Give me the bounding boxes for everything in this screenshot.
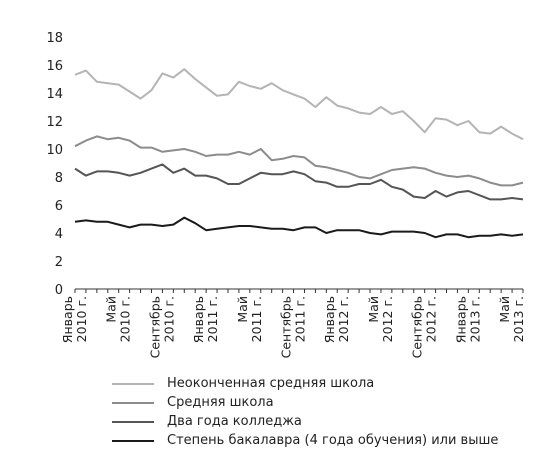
x-tick-label: Сентябрь2012 г. [410,296,439,358]
x-tick-label-line2: 2012 г. [380,296,395,342]
x-tick-label: Январь2011 г. [191,296,220,343]
legend-swatch-series-3 [112,420,154,423]
y-tick-label-10: 10 [46,143,63,158]
y-tick-label-2: 2 [55,255,63,270]
legend-label-series-3: Два года колледжа [167,414,302,429]
y-tick-label-16: 16 [46,59,63,74]
x-tick-label-line2: 2013 г. [511,296,526,342]
legend-swatch-series-1 [112,382,154,385]
x-tick-label-line2: 2010 г. [161,296,176,342]
x-tick-label: Январь2013 г. [453,296,482,343]
legend-label-series-2: Средняя школа [167,395,274,410]
x-tick-label: Январь2010 г. [60,296,89,343]
x-tick-label-line1: Май [497,296,512,323]
legend-item-series-3: Два года колледжа [112,412,498,431]
legend-swatch-series-2 [112,401,154,404]
series-line-2 [74,135,524,187]
x-tick-label-line1: Май [104,296,119,323]
series-line-3 [74,163,524,201]
x-tick-label: Сентябрь2011 г. [279,296,308,358]
x-tick-label-line2: 2013 г. [467,296,482,342]
y-tick-label-8: 8 [55,171,63,186]
x-tick-label-line1: Май [366,296,381,323]
y-axis: 0 2 4 6 8 10 12 14 16 18 [46,31,63,298]
legend: Неоконченная средняя школа Средняя школа… [112,374,498,450]
y-tick-label-12: 12 [46,115,63,130]
x-tick-label: Май2012 г. [366,296,395,342]
x-tick-label-line2: 2011 г. [205,296,220,342]
series-line-4 [74,216,524,239]
x-tick-label: Май2013 г. [497,296,526,342]
series-line-1 [74,68,524,141]
x-tick-label-line1: Май [235,296,250,323]
legend-item-series-4: Степень бакалавра (4 года обучения) или … [112,431,498,450]
legend-label-series-4: Степень бакалавра (4 года обучения) или … [167,433,499,448]
y-tick-label-18: 18 [46,31,63,46]
x-tick-label-line1: Январь [191,296,206,343]
x-tick-label-line1: Январь [322,296,337,343]
series-lines [74,68,524,239]
x-tick-label: Январь2012 г. [322,296,351,343]
legend-item-series-2: Средняя школа [112,393,498,412]
x-tick-label-line1: Сентябрь [410,296,425,358]
y-tick-label-4: 4 [55,227,63,242]
legend-item-series-1: Неоконченная средняя школа [112,374,498,393]
legend-swatch-series-4 [112,439,154,442]
x-tick-label-line2: 2011 г. [293,296,308,342]
x-tick-label-line2: 2010 г. [118,296,133,342]
x-tick-label-line2: 2010 г. [74,296,89,342]
y-tick-label-14: 14 [46,87,63,102]
x-tick-label-line2: 2012 г. [424,296,439,342]
x-tick-label-line1: Январь [60,296,75,343]
x-tick-label-line1: Сентябрь [279,296,294,358]
x-axis: Январь2010 г. Май2010 г. Сентябрь2010 г. Ян… [60,288,526,358]
x-tick-label-line1: Январь [453,296,468,343]
legend-label-series-1: Неоконченная средняя школа [167,376,375,391]
x-tick-label: Май2010 г. [104,296,133,342]
x-tick-label-line2: 2011 г. [249,296,264,342]
x-tick-label-line1: Сентябрь [147,296,162,358]
y-tick-label-6: 6 [55,199,63,214]
x-tick-label: Сентябрь2010 г. [147,296,176,358]
x-tick-label-line2: 2012 г. [336,296,351,342]
x-tick-label: Май2011 г. [235,296,264,342]
y-tick-label-0: 0 [55,283,63,298]
